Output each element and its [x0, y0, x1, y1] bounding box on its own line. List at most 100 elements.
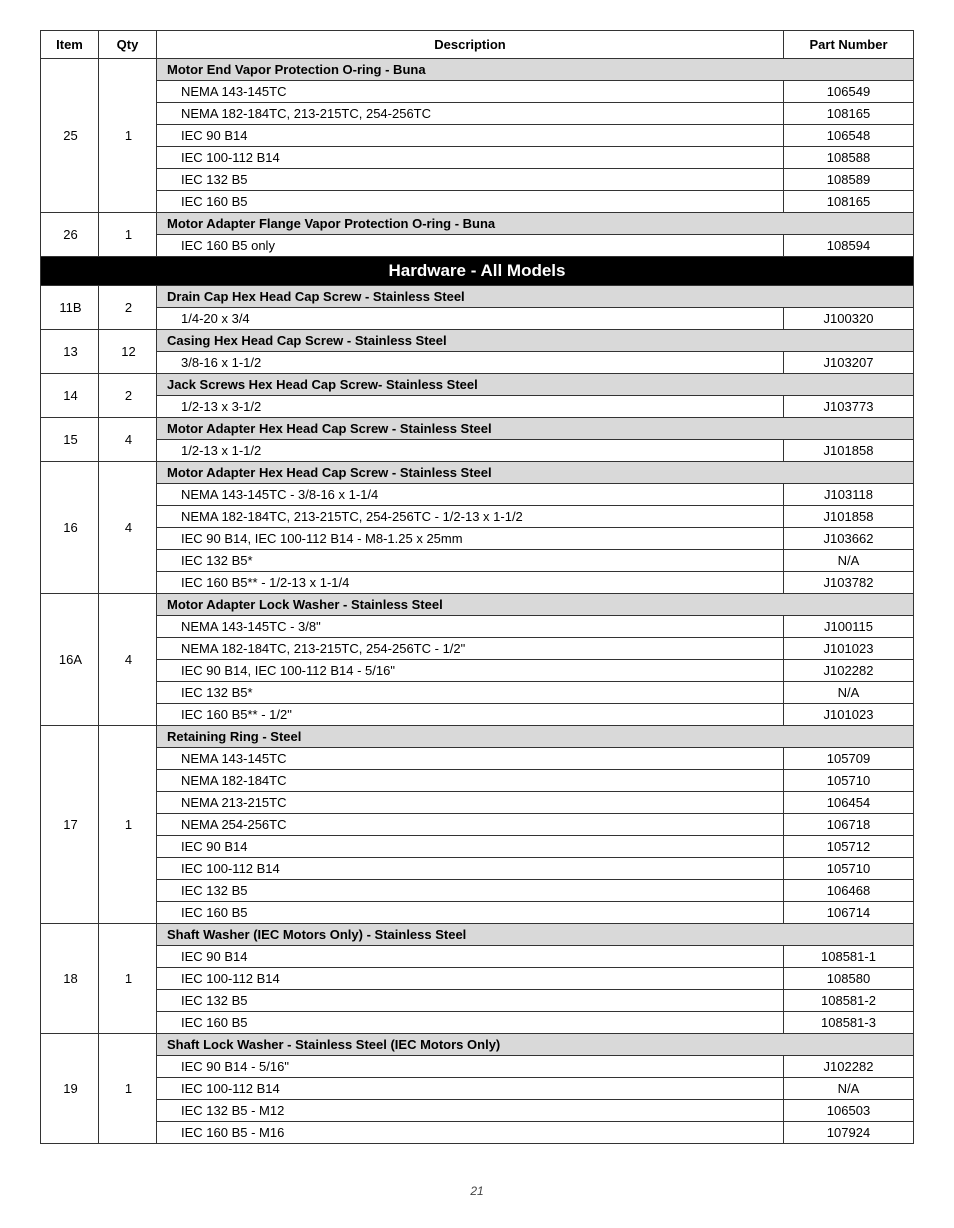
group-title: Retaining Ring - Steel [157, 726, 914, 748]
part-number-cell: 105710 [784, 858, 914, 880]
table-row: IEC 90 B14, IEC 100-112 B14 - M8-1.25 x … [41, 528, 914, 550]
item-cell: 11B [41, 286, 99, 330]
part-number-cell: J102282 [784, 1056, 914, 1078]
col-qty: Qty [99, 31, 157, 59]
table-row: IEC 90 B14108581-1 [41, 946, 914, 968]
part-number-cell: 108580 [784, 968, 914, 990]
table-row: NEMA 143-145TC105709 [41, 748, 914, 770]
group-title: Motor Adapter Hex Head Cap Screw - Stain… [157, 462, 914, 484]
table-row: NEMA 213-215TC106454 [41, 792, 914, 814]
qty-cell: 1 [99, 924, 157, 1034]
part-number-cell: 106503 [784, 1100, 914, 1122]
group-header-row: 1312Casing Hex Head Cap Screw - Stainles… [41, 330, 914, 352]
table-row: IEC 132 B5108589 [41, 169, 914, 191]
group-header-row: 191Shaft Lock Washer - Stainless Steel (… [41, 1034, 914, 1056]
description-cell: IEC 100-112 B14 [157, 147, 784, 169]
description-cell: 1/4-20 x 3/4 [157, 308, 784, 330]
part-number-cell: J103773 [784, 396, 914, 418]
description-cell: NEMA 182-184TC, 213-215TC, 254-256TC - 1… [157, 506, 784, 528]
group-title: Shaft Washer (IEC Motors Only) - Stainle… [157, 924, 914, 946]
part-number-cell: J101023 [784, 704, 914, 726]
description-cell: IEC 132 B5 [157, 880, 784, 902]
group-title: Drain Cap Hex Head Cap Screw - Stainless… [157, 286, 914, 308]
item-cell: 19 [41, 1034, 99, 1144]
description-cell: IEC 90 B14 - 5/16" [157, 1056, 784, 1078]
description-cell: IEC 160 B5** - 1/2-13 x 1-1/4 [157, 572, 784, 594]
description-cell: IEC 132 B5 [157, 990, 784, 1012]
part-number-cell: J102282 [784, 660, 914, 682]
part-number-cell: 108581-3 [784, 1012, 914, 1034]
table-row: IEC 90 B14106548 [41, 125, 914, 147]
part-number-cell: 108589 [784, 169, 914, 191]
table-row: NEMA 254-256TC106718 [41, 814, 914, 836]
description-cell: IEC 132 B5* [157, 550, 784, 572]
description-cell: IEC 160 B5 [157, 191, 784, 213]
part-number-cell: 105712 [784, 836, 914, 858]
parts-table: Item Qty Description Part Number 251Moto… [40, 30, 914, 1144]
table-row: IEC 160 B5108581-3 [41, 1012, 914, 1034]
description-cell: NEMA 182-184TC, 213-215TC, 254-256TC - 1… [157, 638, 784, 660]
section-band-label: Hardware - All Models [41, 257, 914, 286]
group-header-row: 16A4Motor Adapter Lock Washer - Stainles… [41, 594, 914, 616]
part-number-cell: N/A [784, 550, 914, 572]
part-number-cell: 106454 [784, 792, 914, 814]
part-number-cell: 108165 [784, 191, 914, 213]
part-number-cell: 108165 [784, 103, 914, 125]
part-number-cell: 108581-2 [784, 990, 914, 1012]
description-cell: IEC 160 B5 - M16 [157, 1122, 784, 1144]
description-cell: 3/8-16 x 1-1/2 [157, 352, 784, 374]
item-cell: 16A [41, 594, 99, 726]
description-cell: NEMA 143-145TC [157, 81, 784, 103]
item-cell: 18 [41, 924, 99, 1034]
table-row: IEC 90 B14, IEC 100-112 B14 - 5/16"J1022… [41, 660, 914, 682]
part-number-cell: 107924 [784, 1122, 914, 1144]
description-cell: NEMA 143-145TC - 3/8-16 x 1-1/4 [157, 484, 784, 506]
group-title: Jack Screws Hex Head Cap Screw- Stainles… [157, 374, 914, 396]
table-row: IEC 132 B5106468 [41, 880, 914, 902]
qty-cell: 4 [99, 594, 157, 726]
description-cell: NEMA 143-145TC - 3/8" [157, 616, 784, 638]
qty-cell: 12 [99, 330, 157, 374]
part-number-cell: 106468 [784, 880, 914, 902]
description-cell: IEC 90 B14 [157, 946, 784, 968]
table-row: IEC 160 B5** - 1/2"J101023 [41, 704, 914, 726]
table-row: 1/2-13 x 3-1/2J103773 [41, 396, 914, 418]
description-cell: NEMA 213-215TC [157, 792, 784, 814]
part-number-cell: 105709 [784, 748, 914, 770]
table-row: IEC 160 B5106714 [41, 902, 914, 924]
qty-cell: 4 [99, 462, 157, 594]
part-number-cell: 108581-1 [784, 946, 914, 968]
qty-cell: 2 [99, 286, 157, 330]
table-row: NEMA 182-184TC, 213-215TC, 254-256TC - 1… [41, 638, 914, 660]
description-cell: IEC 160 B5 [157, 902, 784, 924]
part-number-cell: 106549 [784, 81, 914, 103]
group-header-row: 181Shaft Washer (IEC Motors Only) - Stai… [41, 924, 914, 946]
group-title: Motor Adapter Flange Vapor Protection O-… [157, 213, 914, 235]
col-desc: Description [157, 31, 784, 59]
table-row: NEMA 143-145TC - 3/8-16 x 1-1/4J103118 [41, 484, 914, 506]
group-title: Shaft Lock Washer - Stainless Steel (IEC… [157, 1034, 914, 1056]
part-number-cell: 106718 [784, 814, 914, 836]
description-cell: NEMA 182-184TC, 213-215TC, 254-256TC [157, 103, 784, 125]
part-number-cell: J100115 [784, 616, 914, 638]
qty-cell: 1 [99, 59, 157, 213]
table-row: IEC 100-112 B14108580 [41, 968, 914, 990]
table-row: IEC 160 B5108165 [41, 191, 914, 213]
group-header-row: 154Motor Adapter Hex Head Cap Screw - St… [41, 418, 914, 440]
table-row: NEMA 143-145TC - 3/8"J100115 [41, 616, 914, 638]
qty-cell: 1 [99, 213, 157, 257]
page-number: 21 [40, 1184, 914, 1198]
table-row: IEC 132 B5108581-2 [41, 990, 914, 1012]
group-header-row: 171Retaining Ring - Steel [41, 726, 914, 748]
table-row: 3/8-16 x 1-1/2J103207 [41, 352, 914, 374]
description-cell: IEC 90 B14, IEC 100-112 B14 - M8-1.25 x … [157, 528, 784, 550]
table-row: IEC 100-112 B14108588 [41, 147, 914, 169]
part-number-cell: N/A [784, 682, 914, 704]
description-cell: IEC 160 B5 only [157, 235, 784, 257]
description-cell: NEMA 182-184TC [157, 770, 784, 792]
table-row: IEC 160 B5 only108594 [41, 235, 914, 257]
description-cell: IEC 132 B5 [157, 169, 784, 191]
item-cell: 15 [41, 418, 99, 462]
part-number-cell: J100320 [784, 308, 914, 330]
part-number-cell: J101858 [784, 506, 914, 528]
